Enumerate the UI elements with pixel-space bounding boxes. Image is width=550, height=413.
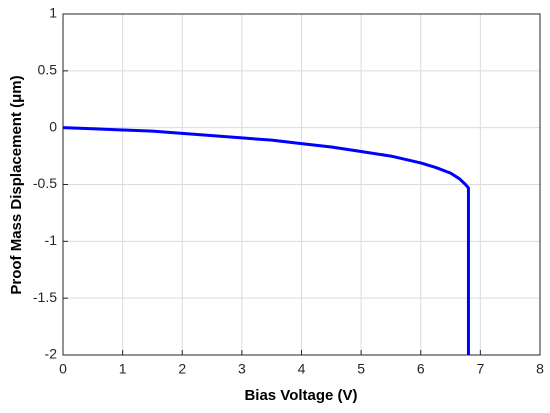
- x-axis-title: Bias Voltage (V): [244, 387, 357, 404]
- y-tick-label: -1.5: [33, 289, 57, 305]
- x-tick-label: 6: [417, 361, 425, 377]
- y-tick-label: -1: [45, 232, 58, 248]
- x-tick-label: 2: [178, 361, 186, 377]
- x-tick-label: 5: [357, 361, 365, 377]
- x-tick-label: 8: [536, 361, 544, 377]
- y-axis-title: Proof Mass Displacement (μm): [8, 75, 25, 294]
- x-tick-label: 7: [476, 361, 484, 377]
- y-tick-label: 1: [49, 5, 57, 21]
- x-tick-label: 0: [59, 361, 67, 377]
- x-tick-label: 4: [298, 361, 306, 377]
- y-tick-label: -2: [45, 346, 58, 362]
- data-line: [62, 126, 470, 355]
- y-tick-label: 0: [49, 118, 57, 134]
- y-tick-label: -0.5: [33, 175, 57, 191]
- x-tick-label: 3: [238, 361, 246, 377]
- x-tick-label: 1: [119, 361, 127, 377]
- plot-frame: [62, 13, 541, 356]
- y-tick-label: 0.5: [38, 62, 58, 78]
